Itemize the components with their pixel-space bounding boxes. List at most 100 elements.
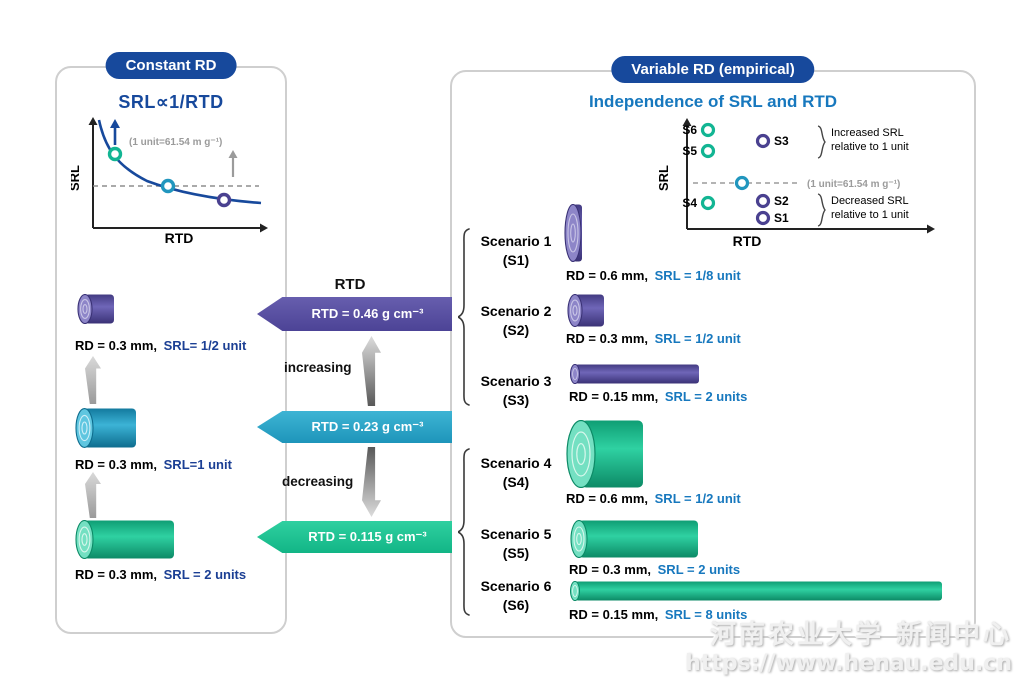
point-s4 bbox=[700, 195, 716, 211]
scenario-3-cylinder bbox=[570, 364, 699, 384]
watermark: 河南农业大学 新闻中心 https://www.henau.edu.cn bbox=[685, 614, 1012, 676]
srl-value: SRL=1 unit bbox=[163, 457, 232, 472]
point-s1 bbox=[755, 210, 771, 226]
up-arrow-small-2 bbox=[85, 472, 101, 518]
watermark-url: https://www.henau.edu.cn bbox=[685, 651, 1012, 676]
rtd-low-arrow: RTD = 0.115 g cm⁻³ bbox=[257, 521, 452, 553]
rtd-mid-value: RTD = 0.23 g cm⁻³ bbox=[311, 419, 424, 434]
decreased-note-line2: relative to 1 unit bbox=[831, 209, 909, 221]
scenario-3-label: Scenario 3 (S3) bbox=[474, 372, 558, 410]
scenario-name: Scenario 2 bbox=[480, 303, 552, 319]
scenario-6-label: Scenario 6 (S6) bbox=[474, 577, 558, 615]
scenario-name: Scenario 1 bbox=[480, 233, 552, 249]
rd-value: RD = 0.3 mm, bbox=[75, 457, 158, 472]
srl-value: SRL = 8 units bbox=[664, 607, 748, 622]
rtd-increasing-arrow bbox=[362, 336, 381, 406]
scenario-4-cylinder bbox=[566, 420, 643, 488]
purple-point bbox=[216, 192, 232, 208]
point-one-unit bbox=[734, 175, 750, 191]
rd-value: RD = 0.6 mm, bbox=[566, 491, 649, 506]
label-s6: S6 bbox=[682, 123, 697, 137]
scenario-group-1-3-brace bbox=[458, 228, 470, 406]
scenario-5-cylinder bbox=[570, 520, 698, 558]
scenario-1-values: RD = 0.6 mm, SRL = 1/8 unit bbox=[566, 268, 741, 283]
scenario-5-label: Scenario 5 (S5) bbox=[474, 525, 558, 563]
rd-value: RD = 0.6 mm, bbox=[566, 268, 649, 283]
cylinder-two-units-label: RD = 0.3 mm, SRL = 2 units bbox=[75, 567, 246, 582]
decreased-note-line1: Decreased SRL bbox=[831, 195, 909, 207]
rtd-high-value: RTD = 0.46 g cm⁻³ bbox=[311, 306, 424, 321]
rtd-low-value: RTD = 0.115 g cm⁻³ bbox=[308, 529, 427, 544]
cylinder-two-units bbox=[75, 520, 174, 559]
scenario-1-cylinder bbox=[564, 204, 582, 262]
cylinder-half-unit-label: RD = 0.3 mm, SRL= 1/2 unit bbox=[75, 338, 246, 353]
scenario-code: (S3) bbox=[502, 392, 530, 408]
rtd-high-arrow: RTD = 0.46 g cm⁻³ bbox=[257, 297, 452, 331]
srl-rtd-formula: SRL∝1/RTD bbox=[118, 92, 224, 112]
increased-note-line2: relative to 1 unit bbox=[831, 141, 909, 153]
scenario-3-values: RD = 0.15 mm, SRL = 2 units bbox=[569, 389, 747, 404]
rtd-decreasing-arrow bbox=[362, 447, 381, 517]
scenario-2-values: RD = 0.3 mm, SRL = 1/2 unit bbox=[566, 331, 741, 346]
point-s5 bbox=[700, 143, 716, 159]
point-s2 bbox=[755, 193, 771, 209]
one-unit-annotation: (1 unit=61.54 m g⁻¹) bbox=[807, 179, 900, 190]
variable-rd-badge: Variable RD (empirical) bbox=[611, 56, 815, 83]
y-axis-arrowhead bbox=[682, 118, 692, 126]
scenario-name: Scenario 5 bbox=[480, 526, 552, 542]
label-s4: S4 bbox=[682, 196, 697, 210]
scenario-code: (S2) bbox=[502, 322, 530, 338]
constant-rd-panel: Constant RD SRL∝1/RTD (1 unit=61.54 m g⁻… bbox=[55, 52, 287, 634]
y-axis-label: SRL bbox=[71, 165, 82, 191]
x-axis-arrowhead bbox=[927, 224, 935, 234]
label-s2: S2 bbox=[774, 194, 789, 208]
up-arrow-small-1 bbox=[85, 356, 101, 404]
cylinder-half-unit bbox=[77, 294, 114, 324]
label-s3: S3 bbox=[774, 134, 789, 148]
srl-rtd-scatter-chart: (1 unit=61.54 m g⁻¹) S6 S5 S4 S3 S2 S1 I… bbox=[656, 118, 935, 249]
srl-value: SRL= 1/2 unit bbox=[163, 338, 247, 353]
scenario-name: Scenario 3 bbox=[480, 373, 552, 389]
y-axis-label: SRL bbox=[656, 165, 671, 191]
scenario-6-cylinder bbox=[570, 581, 942, 601]
rtd-mid-arrow: RTD = 0.23 g cm⁻³ bbox=[257, 411, 452, 443]
independence-title: Independence of SRL and RTD bbox=[588, 92, 838, 111]
inverse-curve bbox=[97, 119, 262, 205]
srl-vs-rtd-chart: (1 unit=61.54 m g⁻¹) SRL RTD bbox=[71, 117, 268, 246]
scenario-1-label: Scenario 1 (S1) bbox=[474, 232, 558, 270]
srl-value: SRL = 2 units bbox=[664, 389, 748, 404]
teal-point bbox=[160, 178, 176, 194]
one-unit-annotation: (1 unit=61.54 m g⁻¹) bbox=[129, 137, 222, 148]
srl-value: SRL = 1/2 unit bbox=[654, 331, 741, 346]
increased-note-line1: Increased SRL bbox=[831, 127, 904, 139]
decreasing-label: decreasing bbox=[282, 474, 354, 489]
scenario-6-values: RD = 0.15 mm, SRL = 8 units bbox=[569, 607, 747, 622]
x-axis-arrowhead bbox=[260, 223, 268, 233]
y-axis-arrowhead bbox=[88, 117, 98, 125]
srl-value: SRL = 1/8 unit bbox=[654, 268, 741, 283]
scenario-4-values: RD = 0.6 mm, SRL = 1/2 unit bbox=[566, 491, 741, 506]
decreased-brace bbox=[817, 193, 826, 227]
label-s5: S5 bbox=[682, 144, 697, 158]
rtd-column-title: RTD bbox=[334, 276, 366, 293]
scenario-2-label: Scenario 2 (S2) bbox=[474, 302, 558, 340]
point-s6 bbox=[700, 122, 716, 138]
label-s1: S1 bbox=[774, 211, 789, 225]
gray-up-arrowhead bbox=[228, 150, 238, 158]
watermark-text: 河南农业大学 新闻中心 bbox=[709, 620, 1012, 650]
cylinder-one-unit-label: RD = 0.3 mm, SRL=1 unit bbox=[75, 457, 232, 472]
scenario-code: (S6) bbox=[502, 597, 530, 613]
x-axis-label: RTD bbox=[165, 230, 194, 246]
navy-up-arrowhead bbox=[110, 119, 120, 128]
variable-rd-panel: Variable RD (empirical) Independence of … bbox=[450, 56, 976, 638]
scenario-name: Scenario 6 bbox=[480, 578, 552, 594]
scenario-5-values: RD = 0.3 mm, SRL = 2 units bbox=[569, 562, 740, 577]
rd-value: RD = 0.3 mm, bbox=[75, 567, 158, 582]
srl-value: SRL = 2 units bbox=[657, 562, 741, 577]
scenario-group-4-6-brace bbox=[458, 448, 470, 616]
rd-value: RD = 0.3 mm, bbox=[569, 562, 652, 577]
srl-value: SRL = 2 units bbox=[163, 567, 247, 582]
scenario-code: (S4) bbox=[502, 474, 530, 490]
scenario-name: Scenario 4 bbox=[480, 455, 552, 471]
